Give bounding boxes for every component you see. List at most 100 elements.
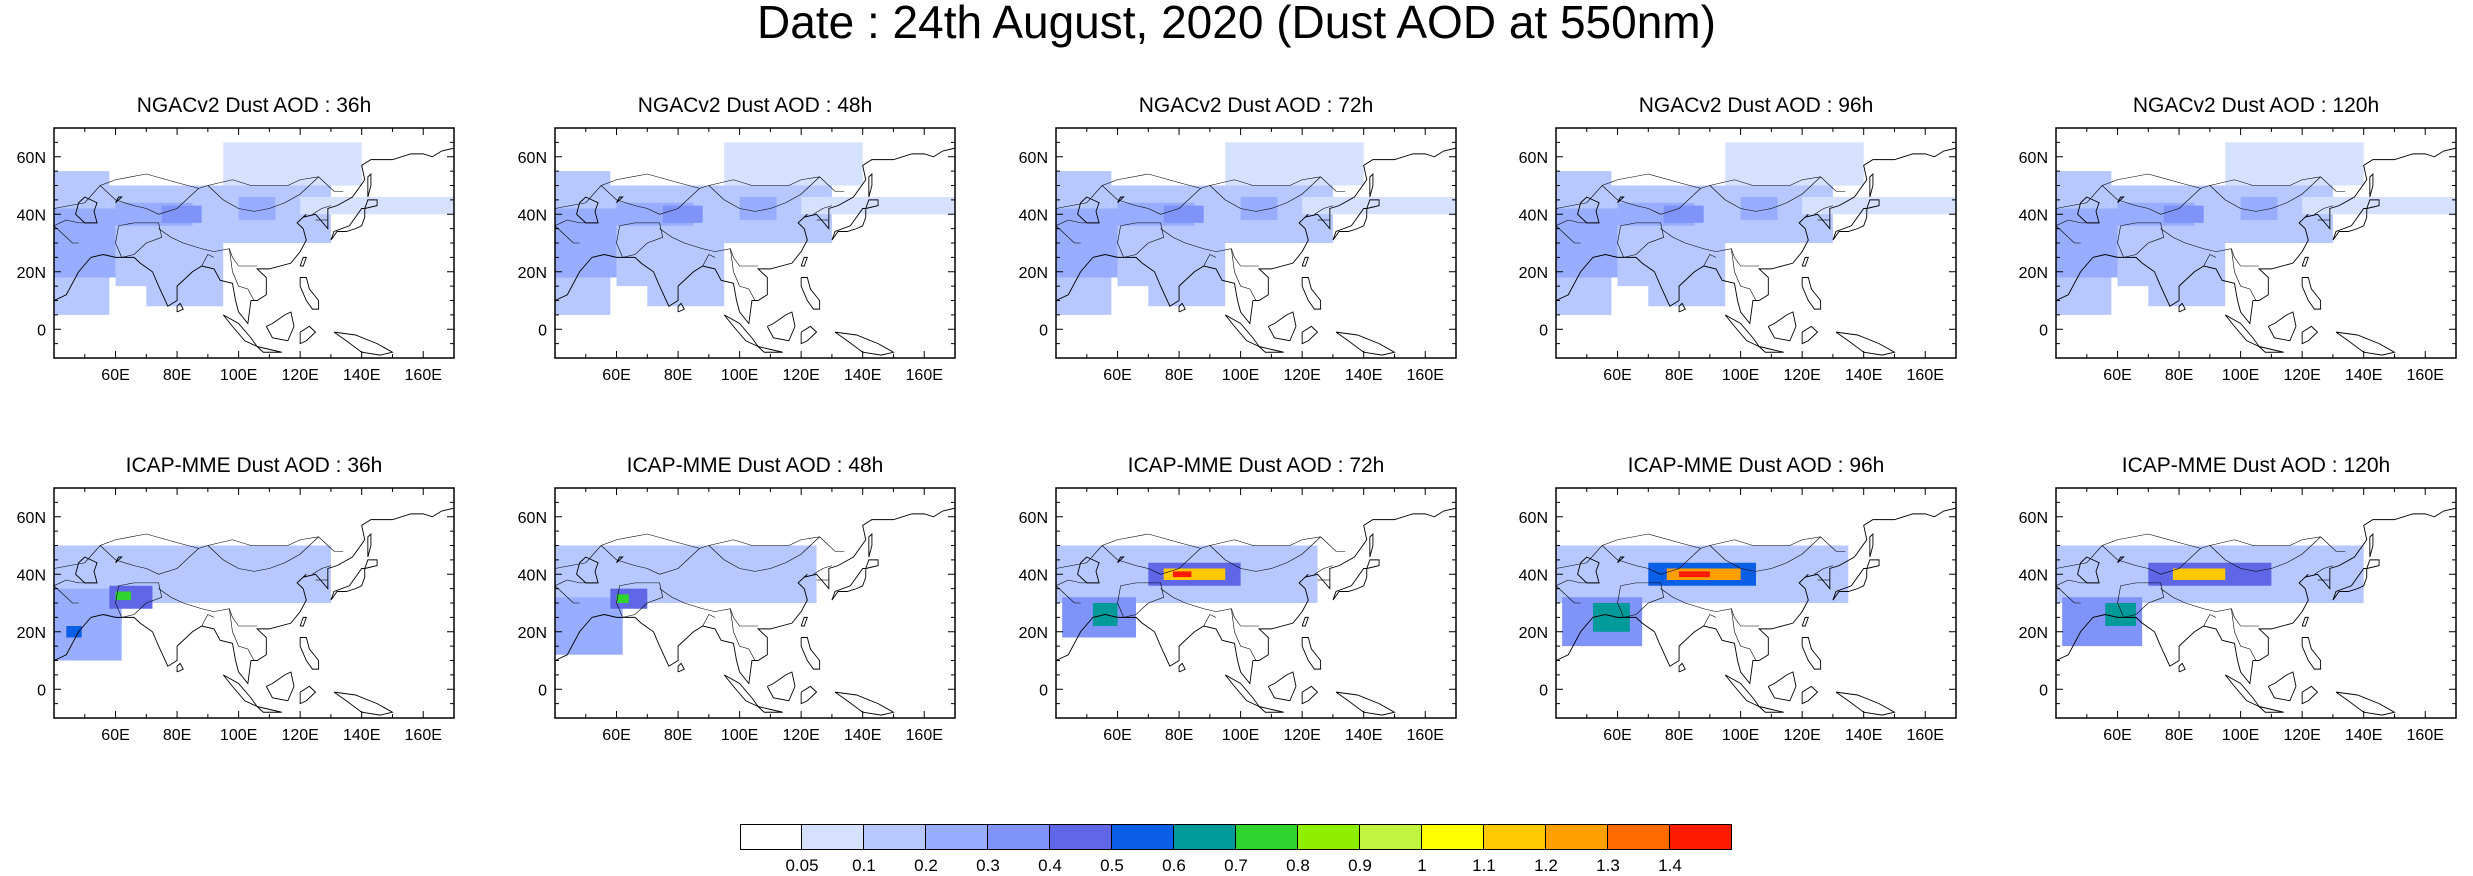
aod-cell [1172,571,1192,578]
coastline [2332,208,2368,241]
lon-tick-label: 100E [220,367,257,384]
panel-title: ICAP-MME Dust AOD : 72h [1127,454,1385,477]
panel-title: NGACv2 Dust AOD : 120h [2132,94,2380,117]
panel-title: NGACv2 Dust AOD : 36h [136,94,372,117]
country-border [659,228,759,267]
lon-tick-label: 140E [2345,367,2382,384]
coastline [1117,196,1125,204]
lat-tick-label: 60N [17,510,46,527]
coastline [1724,314,1761,348]
coastline [367,172,372,198]
lon-tick-label: 120E [281,367,318,384]
coastline [1801,256,1809,267]
lat-tick-label: 60N [518,510,547,527]
coastline [1224,674,1261,708]
country-border [2117,225,2124,258]
aod-cell [1240,197,1278,220]
country-border [659,588,759,627]
coastline [2224,674,2261,708]
panel-title: ICAP-MME Dust AOD : 120h [2121,454,2391,477]
coastline [2332,568,2368,601]
colorbar-label: 0.4 [1038,856,1062,875]
coastline [1555,507,1957,685]
coastline [1866,199,1880,209]
coastline [1835,331,1896,356]
map-plot: 60E 80E 100E 120E 140E 160E 0 20N 40N 60N [17,487,455,744]
lat-tick-label: 0 [2039,322,2048,339]
country-border [1231,248,1257,301]
map-plot: 60E 80E 100E 120E 140E 160E 0 20N 40N 60N [518,487,956,744]
country-border [2231,608,2257,661]
country-border [2203,614,2217,627]
coastline [1055,147,1457,325]
coastline [333,691,394,716]
aod-cell [1663,205,1704,223]
coastline [1758,346,1784,353]
country-border [2314,565,2334,575]
coastline [1801,616,1809,627]
coastline [75,556,98,584]
lon-tick-label: 60E [2103,727,2131,744]
panel-title: NGACv2 Dust AOD : 72h [1138,94,1374,117]
coastline [1117,556,1125,564]
coastline [1301,637,1322,670]
coastline [2178,302,2186,313]
map-plot: 60E 80E 100E 120E 140E 160E 0 20N 40N 60N [1019,487,1457,744]
colorbar-label: 1.2 [1534,856,1558,875]
country-border [1117,225,1124,258]
coastline [2077,556,2100,584]
coastline [2369,532,2374,558]
aod-cell [115,591,131,601]
lon-tick-label: 60E [101,367,129,384]
aod-field [54,545,331,661]
country-border [229,608,255,661]
aod-cell [1740,197,1778,220]
country-border [99,185,199,215]
country-border [158,228,258,267]
coastline [115,556,123,564]
coastline [1555,147,1957,325]
coastline [265,311,295,342]
lat-tick-label: 60N [2019,150,2048,167]
lat-tick-label: 0 [37,682,46,699]
country-border [1709,536,1821,572]
lon-tick-label: 160E [1907,367,1944,384]
coastline [1869,532,1874,558]
country-border [2101,185,2201,215]
lat-tick-label: 40N [1019,207,1048,224]
coastline [222,314,259,348]
coastline [2224,314,2261,348]
lon-tick-label: 60E [101,727,129,744]
coastline [330,568,366,601]
country-border [1117,585,1124,618]
coastline [364,559,378,569]
coastline [800,685,818,705]
lat-tick-label: 40N [518,207,547,224]
country-border [115,225,122,258]
country-border [1203,614,1217,627]
map-panel: ICAP-MME Dust AOD : 96h 60E 80E 100E 120E 140… [1519,454,1957,744]
coastline [1801,325,1819,345]
coastline [2366,559,2380,569]
country-border [567,219,599,224]
colorbar-box [740,824,802,850]
coastline [766,311,796,342]
panel-title: ICAP-MME Dust AOD : 36h [125,454,383,477]
lon-tick-label: 140E [844,727,881,744]
lon-tick-label: 100E [1222,367,1259,384]
country-border [1231,608,1257,661]
country-border [201,614,215,627]
aod-cell [1163,568,1226,580]
country-border [564,594,580,604]
country-border [1160,588,1260,627]
aod-field [1556,142,1956,315]
lon-tick-label: 160E [2407,727,2444,744]
coastline [1258,346,1284,353]
coastline [616,196,624,204]
coastline [2301,256,2309,267]
panel-title: ICAP-MME Dust AOD : 48h [626,454,884,477]
coastline [2301,616,2309,627]
lon-tick-label: 160E [2407,367,2444,384]
country-border [1814,565,1834,575]
country-border [207,176,319,212]
